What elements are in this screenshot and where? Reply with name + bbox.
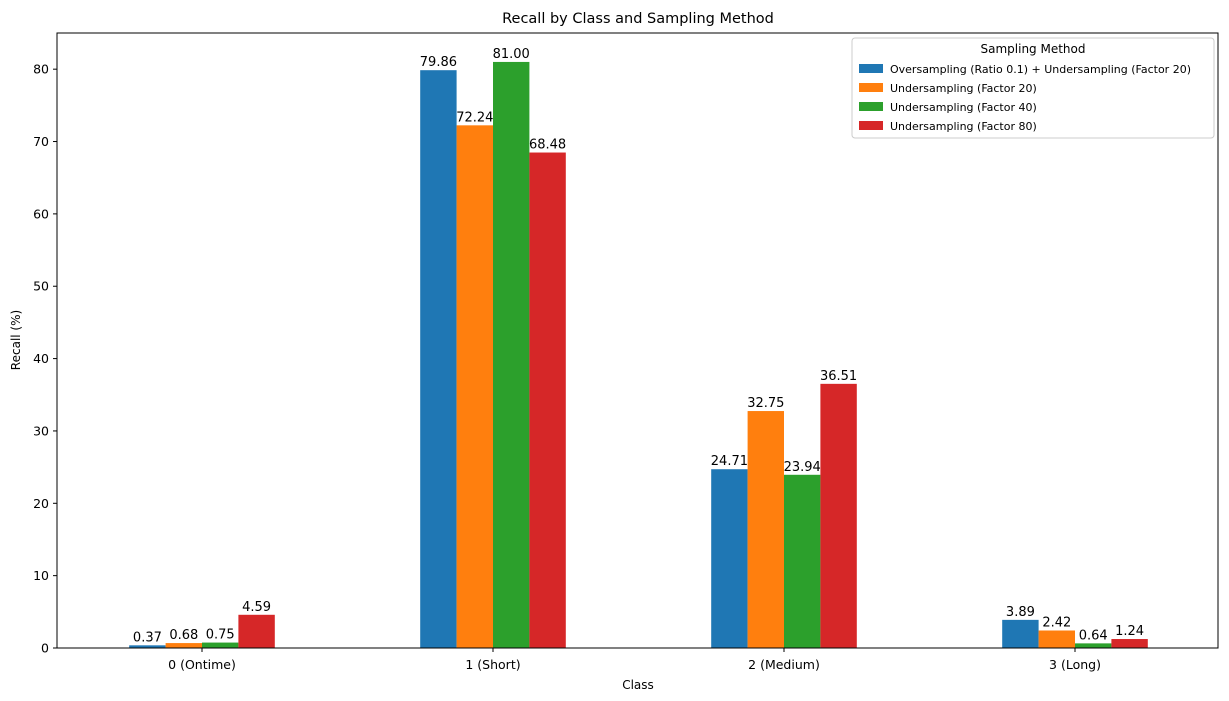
bar [493, 61, 530, 649]
data-label: 68.48 [529, 138, 566, 153]
x-axis-label: Class [622, 678, 654, 692]
data-label: 1.24 [1115, 624, 1144, 639]
bar [129, 645, 166, 648]
legend-entry-label: Undersampling (Factor 40) [890, 101, 1037, 114]
bar [784, 474, 821, 648]
legend-entry-label: Oversampling (Ratio 0.1) + Undersampling… [890, 63, 1191, 76]
bar [820, 383, 857, 648]
y-tick-label: 10 [33, 568, 49, 583]
bar [711, 469, 748, 648]
data-label: 32.75 [747, 396, 784, 411]
data-label: 3.89 [1006, 605, 1035, 620]
bar [1038, 630, 1075, 648]
x-axis: 0 (Ontime) 1 (Short) 2 (Medium) 3 (Long) [168, 648, 1101, 672]
data-label: 81.00 [493, 47, 530, 62]
y-tick-label: 30 [33, 423, 49, 438]
legend: Sampling Method Oversampling (Ratio 0.1)… [851, 37, 1215, 139]
data-labels-layer: 0.37 79.86 24.71 3.89 0.68 72.24 32.75 2.42 0.75… [133, 47, 1144, 645]
legend-entry-label: Undersampling (Factor 20) [890, 82, 1037, 95]
x-tick-label: 3 (Long) [1049, 657, 1101, 672]
bar [456, 125, 493, 649]
x-tick-label: 2 (Medium) [748, 657, 820, 672]
data-label: 72.24 [456, 110, 493, 125]
data-label: 36.51 [820, 369, 857, 384]
bar [165, 643, 202, 648]
y-tick-label: 80 [33, 62, 49, 77]
data-label: 23.94 [784, 460, 821, 475]
axes-layer [56, 32, 1219, 649]
y-tick-label: 60 [33, 206, 49, 221]
bar [420, 70, 457, 649]
bar [1002, 619, 1039, 648]
y-tick-label: 0 [41, 641, 49, 656]
legend-entry-label: Undersampling (Factor 80) [890, 120, 1037, 133]
data-label: 0.68 [169, 628, 198, 643]
legend-swatch [859, 121, 883, 130]
bar [529, 152, 566, 649]
bar [747, 411, 784, 648]
y-tick-label: 20 [33, 496, 49, 511]
legend-swatch [859, 83, 883, 92]
data-label: 0.64 [1079, 628, 1108, 643]
plot-frame [56, 32, 1219, 649]
data-label: 24.71 [711, 454, 748, 469]
y-tick-label: 40 [33, 351, 49, 366]
y-axis-label: Recall (%) [9, 310, 23, 370]
x-tick-label: 1 (Short) [465, 657, 520, 672]
y-tick-label: 50 [33, 279, 49, 294]
bars-layer [129, 61, 1148, 649]
bar [1075, 643, 1112, 648]
data-label: 0.37 [133, 630, 162, 645]
y-tick-label: 70 [33, 134, 49, 149]
x-tick-label: 0 (Ontime) [168, 657, 236, 672]
legend-swatch [859, 64, 883, 73]
data-label: 79.86 [420, 55, 457, 70]
bar [202, 642, 239, 648]
data-label: 0.75 [206, 628, 235, 643]
bar [238, 614, 275, 648]
chart-title: Recall by Class and Sampling Method [502, 11, 774, 27]
data-label: 4.59 [242, 600, 271, 615]
legend-title: Sampling Method [981, 42, 1086, 56]
data-label: 2.42 [1042, 615, 1071, 630]
y-axis: 0 10 20 30 40 50 60 70 80 [33, 62, 57, 656]
bar [1111, 639, 1148, 648]
legend-frame [851, 37, 1215, 139]
legend-swatch [859, 102, 883, 111]
